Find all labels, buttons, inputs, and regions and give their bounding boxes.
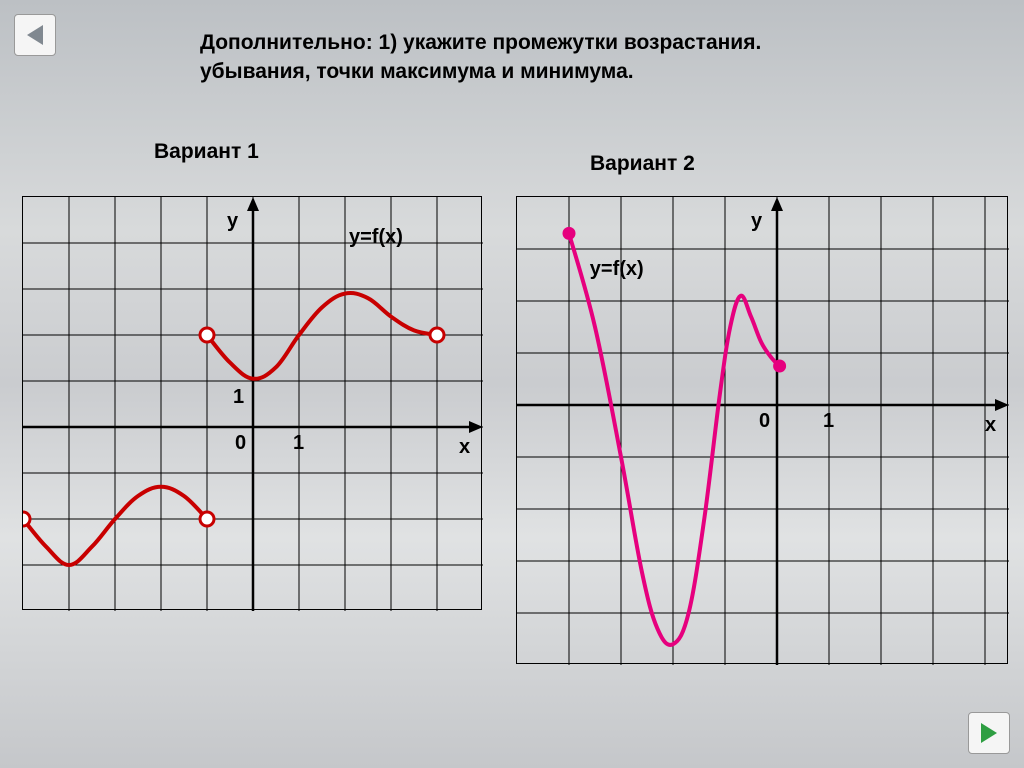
svg-text:1: 1 [233,386,244,408]
svg-text:0: 0 [235,432,246,454]
svg-text:1: 1 [823,410,834,432]
header-text: Дополнительно: 1) укажите промежутки воз… [200,28,880,87]
triangle-right-icon [975,719,1003,747]
svg-text:1: 1 [293,432,304,454]
chart1: у х 0 1 1 y=f(x) [22,196,482,610]
variant2-label: Вариант 2 [590,152,695,176]
header-line1: Дополнительно: 1) укажите промежутки воз… [200,31,761,54]
prev-button[interactable] [14,14,56,56]
triangle-left-icon [21,21,49,49]
svg-text:y=f(x): y=f(x) [590,258,644,280]
svg-text:0: 0 [759,410,770,432]
svg-text:х: х [985,414,996,436]
svg-text:у: у [227,210,239,232]
header-line2: убывания, точки максимума и минимума. [200,60,634,83]
chart2: у х 0 1 y=f(x) [516,196,1008,664]
variant1-label: Вариант 1 [154,140,259,164]
next-button[interactable] [968,712,1010,754]
svg-text:х: х [459,436,470,458]
svg-text:y=f(x): y=f(x) [349,226,403,248]
svg-text:у: у [751,210,763,232]
